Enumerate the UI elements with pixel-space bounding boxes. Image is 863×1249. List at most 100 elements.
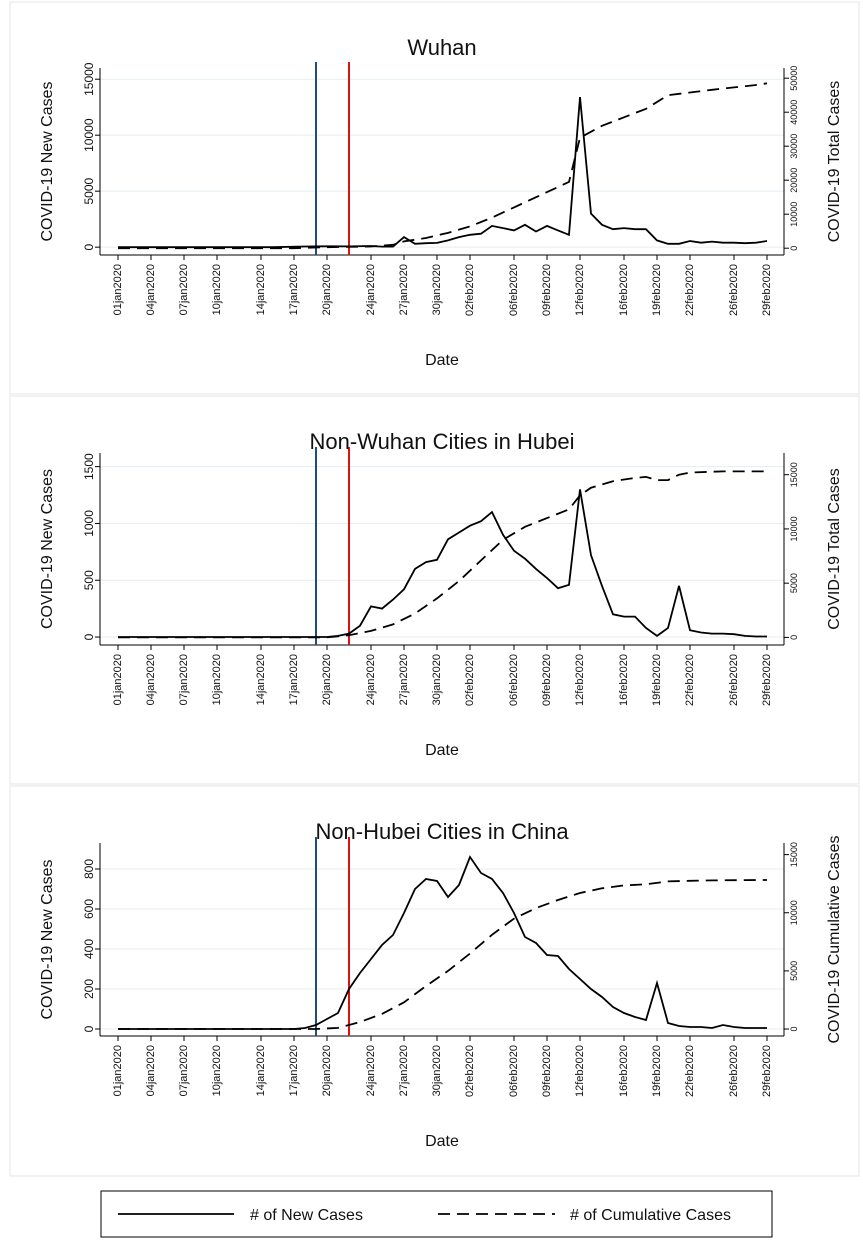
x-tick-label: 04jan2020 bbox=[145, 264, 157, 315]
y-left-tick-label: 1000 bbox=[82, 510, 96, 537]
x-tick-label: 12feb2020 bbox=[574, 654, 586, 706]
x-tick-label: 09feb2020 bbox=[541, 264, 553, 316]
y-right-tick-label: 50000 bbox=[789, 66, 799, 91]
x-tick-label: 06feb2020 bbox=[508, 264, 520, 316]
y-left-tick-label: 400 bbox=[82, 939, 96, 959]
x-tick-label: 19feb2020 bbox=[651, 264, 663, 316]
y-left-tick-label: 0 bbox=[82, 633, 96, 640]
y-left-tick-label: 15000 bbox=[82, 62, 96, 96]
legend-new-cases-label: # of New Cases bbox=[250, 1207, 363, 1224]
series-new-cases bbox=[118, 855, 767, 1030]
chart-title: Wuhan bbox=[407, 35, 476, 60]
y-left-tick-label: 5000 bbox=[82, 178, 96, 205]
x-tick-label: 19feb2020 bbox=[651, 1045, 663, 1097]
x-tick-label: 20jan2020 bbox=[321, 654, 333, 705]
x-tick-label: 06feb2020 bbox=[508, 1045, 520, 1097]
y-right-tick-label: 5000 bbox=[789, 961, 799, 981]
chart-title: Non-Hubei Cities in China bbox=[315, 819, 569, 844]
x-tick-label: 20jan2020 bbox=[321, 264, 333, 315]
x-axis-label: Date bbox=[425, 352, 459, 369]
chart-panel-1: 0 5000 10000 15000 0 10000 20000 30000 40000 5000… bbox=[9, 1, 860, 395]
x-tick-label: 09feb2020 bbox=[541, 654, 553, 706]
y-right-tick-label: 0 bbox=[789, 246, 799, 251]
x-tick-label: 22feb2020 bbox=[684, 654, 696, 706]
x-tick-label: 07jan2020 bbox=[178, 1045, 190, 1096]
x-tick-label: 14jan2020 bbox=[255, 1045, 267, 1096]
x-tick-label: 17jan2020 bbox=[288, 654, 300, 705]
y-left-tick-label: 0 bbox=[82, 244, 96, 251]
x-tick-label: 24jan2020 bbox=[365, 654, 377, 705]
x-tick-label: 07jan2020 bbox=[178, 264, 190, 315]
y-axis-right-label: COVID-19 Total Cases bbox=[826, 81, 843, 243]
x-tick-label: 26feb2020 bbox=[728, 264, 740, 316]
x-tick-label: 30jan2020 bbox=[431, 654, 443, 705]
x-tick-label: 12feb2020 bbox=[574, 1045, 586, 1097]
x-axis-label: Date bbox=[425, 1133, 459, 1150]
y-axis-left-label: COVID-19 New Cases bbox=[39, 81, 56, 241]
y-left-tick-label: 1500 bbox=[82, 453, 96, 480]
x-tick-label: 26feb2020 bbox=[728, 654, 740, 706]
x-tick-label: 10jan2020 bbox=[211, 654, 223, 705]
x-tick-label: 30jan2020 bbox=[431, 264, 443, 315]
x-tick-label: 24jan2020 bbox=[365, 1045, 377, 1096]
y-right-tick-label: 0 bbox=[789, 1027, 799, 1032]
y-left-tick-label: 600 bbox=[82, 899, 96, 919]
x-tick-label: 09feb2020 bbox=[541, 1045, 553, 1097]
y-left-tick-label: 0 bbox=[82, 1025, 96, 1032]
x-tick-label: 04jan2020 bbox=[145, 1045, 157, 1096]
x-tick-label: 22feb2020 bbox=[684, 1045, 696, 1097]
legend-cumulative-cases-label: # of Cumulative Cases bbox=[570, 1207, 731, 1224]
x-tick-label: 01jan2020 bbox=[112, 654, 124, 705]
x-tick-label: 02feb2020 bbox=[464, 264, 476, 316]
x-tick-label: 01jan2020 bbox=[112, 264, 124, 315]
x-tick-label: 20jan2020 bbox=[321, 1045, 333, 1096]
series-cumulative-cases bbox=[118, 470, 767, 639]
series-cumulative-cases bbox=[118, 879, 768, 1030]
x-tick-label: 14jan2020 bbox=[255, 264, 267, 315]
chart-panels: 0500010000150000100002000030000400005000… bbox=[9, 1, 860, 1177]
x-tick-label: 16feb2020 bbox=[618, 264, 630, 316]
x-tick-label: 04jan2020 bbox=[145, 654, 157, 705]
y-right-tick-label: 15000 bbox=[789, 842, 799, 867]
x-tick-label: 06feb2020 bbox=[508, 654, 520, 706]
x-tick-label: 22feb2020 bbox=[684, 264, 696, 316]
y-right-tick-label: 10000 bbox=[789, 516, 799, 541]
y-axis-right-label: COVID-19 Cumulative Cases bbox=[826, 835, 843, 1043]
x-tick-label: 27jan2020 bbox=[398, 1045, 410, 1096]
panel-frame bbox=[9, 395, 860, 785]
chart-panel-3: 0 200 400 600 800 0 5000 10000 15000 01jan2020 04j… bbox=[9, 785, 860, 1177]
x-tick-label: 16feb2020 bbox=[618, 1045, 630, 1097]
y-right-tick-label: 30000 bbox=[789, 134, 799, 159]
x-tick-label: 27jan2020 bbox=[398, 264, 410, 315]
y-right-tick-label: 5000 bbox=[789, 573, 799, 593]
y-left-tick-label: 800 bbox=[82, 859, 96, 879]
y-right-tick-label: 15000 bbox=[789, 462, 799, 487]
x-tick-label: 24jan2020 bbox=[365, 264, 377, 315]
x-tick-label: 17jan2020 bbox=[288, 264, 300, 315]
y-right-tick-label: 0 bbox=[789, 635, 799, 640]
x-axis-label: Date bbox=[425, 742, 459, 759]
x-tick-label: 01jan2020 bbox=[112, 1045, 124, 1096]
chart-title: Non-Wuhan Cities in Hubei bbox=[310, 429, 575, 454]
x-tick-label: 17jan2020 bbox=[288, 1045, 300, 1096]
legend: # of New Cases # of Cumulative Cases bbox=[100, 1190, 773, 1238]
y-left-tick-label: 500 bbox=[82, 570, 96, 590]
x-tick-label: 07jan2020 bbox=[178, 654, 190, 705]
series-cumulative-cases bbox=[118, 82, 768, 250]
y-left-tick-label: 200 bbox=[82, 979, 96, 999]
y-right-tick-label: 10000 bbox=[789, 900, 799, 925]
x-tick-label: 02feb2020 bbox=[464, 654, 476, 706]
y-axis-left-label: COVID-19 New Cases bbox=[39, 469, 56, 629]
x-tick-label: 14jan2020 bbox=[255, 654, 267, 705]
y-right-tick-label: 40000 bbox=[789, 100, 799, 125]
x-tick-label: 16feb2020 bbox=[618, 654, 630, 706]
x-tick-label: 29feb2020 bbox=[761, 264, 773, 316]
y-axis-left-label: COVID-19 New Cases bbox=[39, 859, 56, 1019]
series-new-cases bbox=[118, 489, 767, 638]
x-tick-label: 19feb2020 bbox=[651, 654, 663, 706]
panel-frame bbox=[9, 1, 860, 395]
x-tick-label: 27jan2020 bbox=[398, 654, 410, 705]
